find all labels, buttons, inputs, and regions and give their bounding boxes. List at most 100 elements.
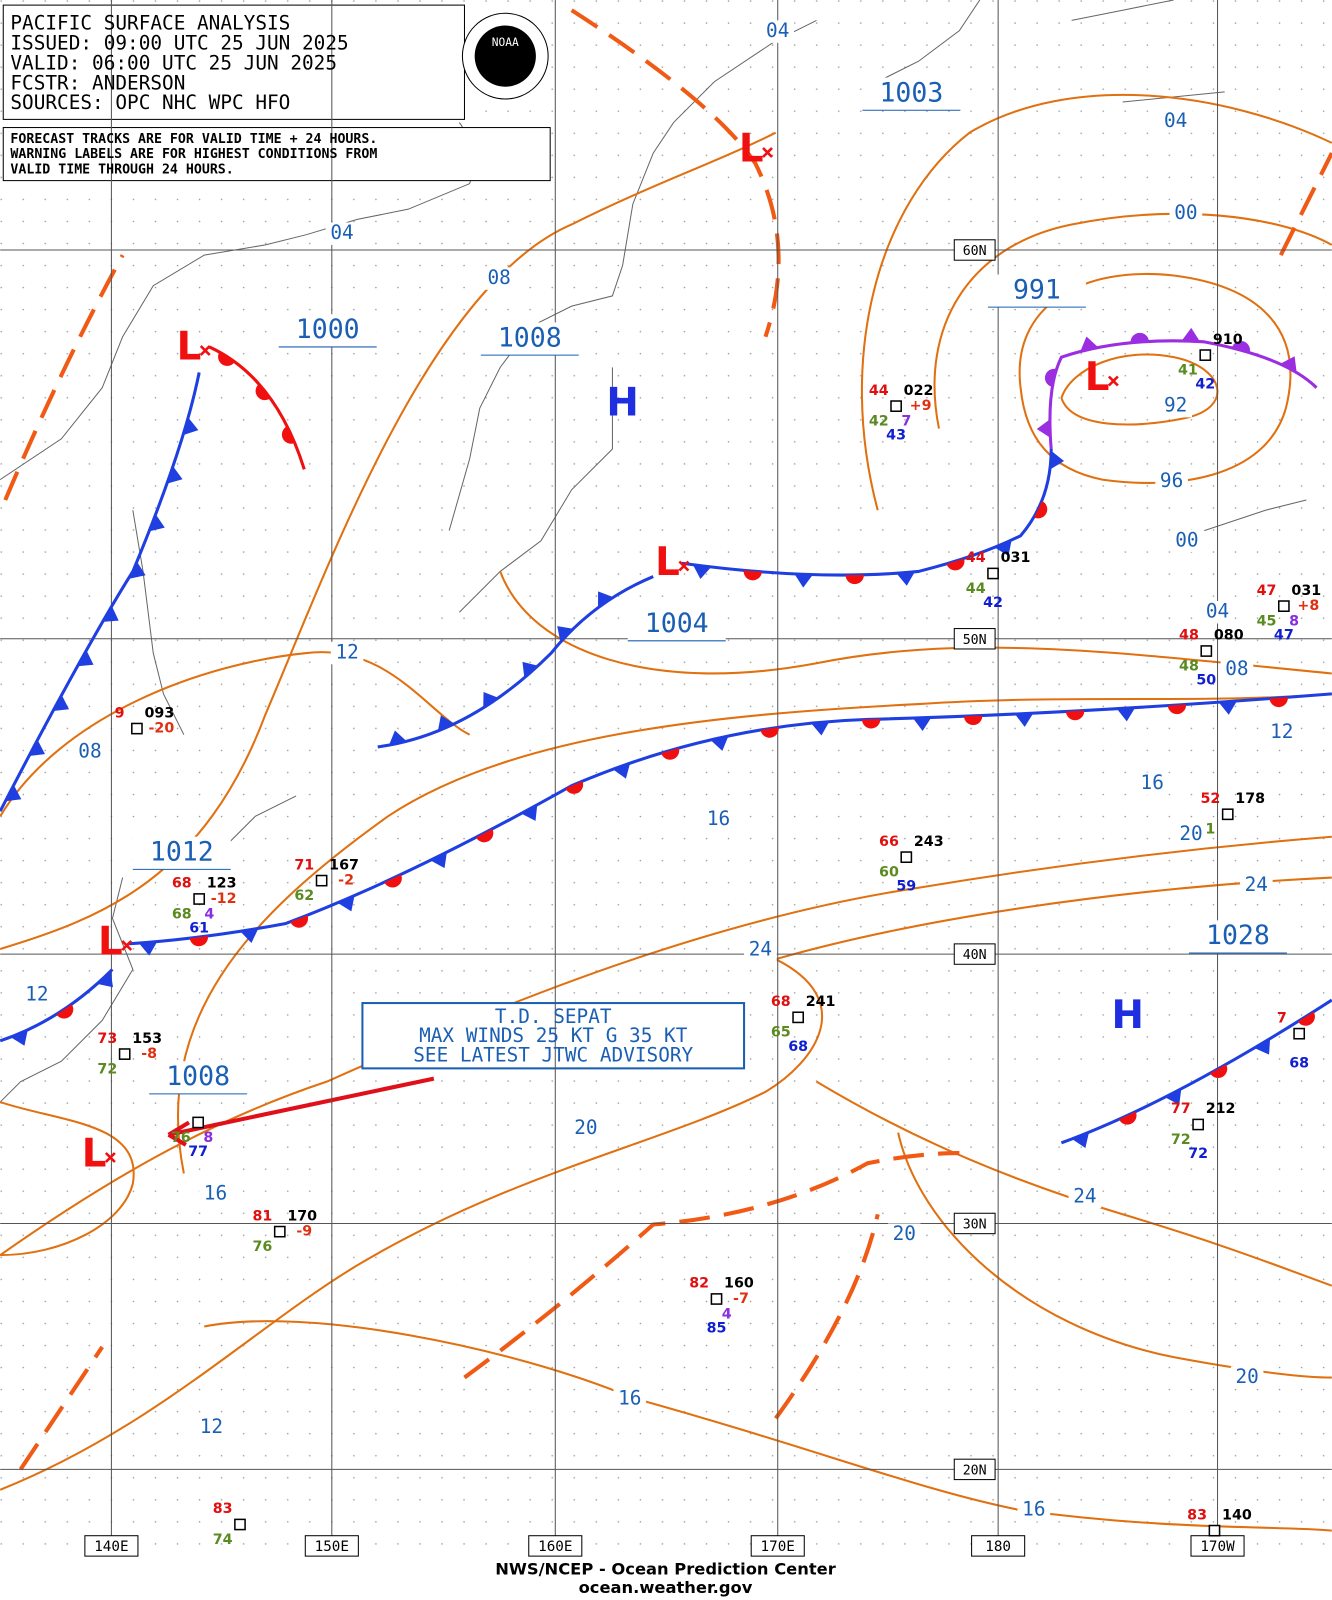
- front-symbol: [189, 935, 208, 947]
- front-symbol: [710, 736, 729, 751]
- isobar-label: 08: [487, 266, 510, 289]
- lon-label: 170W: [1200, 1539, 1235, 1555]
- warm-symbol: [743, 570, 762, 581]
- cold-symbol: [896, 571, 915, 586]
- advisory-line: T.D. SEPAT: [495, 1005, 612, 1028]
- cold-symbol: [138, 941, 158, 956]
- station-marker: [131, 722, 143, 735]
- pressure-box-bg: [278, 314, 377, 347]
- warm-symbol: [845, 574, 864, 585]
- cold-symbol: [1254, 1038, 1271, 1055]
- cold-symbol: [337, 895, 355, 912]
- isobar-label: 12: [1270, 720, 1293, 743]
- warm-symbol: [1167, 704, 1187, 715]
- station-marker: [192, 1116, 205, 1129]
- isobar-label: 00: [1175, 528, 1198, 551]
- lat-label: 50N: [963, 633, 987, 648]
- station-marker: [273, 1225, 286, 1238]
- pressure-box-bg: [149, 1061, 248, 1094]
- cold-symbol: [612, 763, 631, 779]
- warm-symbol: [963, 715, 983, 726]
- pressure-label: 991: [1013, 274, 1061, 305]
- low-x: ×: [120, 932, 134, 958]
- isobar-label: 20: [1179, 822, 1202, 845]
- cold-symbol: [692, 564, 712, 580]
- front-symbol: [692, 564, 712, 580]
- station-marker: [1221, 808, 1234, 821]
- station-sst: 77: [188, 1144, 208, 1160]
- station-temp: 81: [252, 1208, 272, 1224]
- front-symbol: [845, 574, 864, 585]
- advisory-line: MAX WINDS 25 KT G 35 KT: [419, 1024, 688, 1047]
- isobar-label-bg: [195, 1416, 228, 1439]
- station-marker: [234, 1518, 246, 1531]
- front-symbol: [598, 591, 614, 608]
- warm-symbol: [565, 781, 584, 794]
- header-line: PACIFIC SURFACE ANALYSIS: [10, 12, 290, 35]
- front-symbol: [218, 351, 235, 366]
- station-sst: 85: [707, 1321, 727, 1337]
- pressure-label: 1008: [166, 1061, 230, 1092]
- lat-label-bg: [953, 1458, 996, 1481]
- low-x: ×: [1107, 368, 1121, 394]
- station-temp: 82: [689, 1276, 709, 1292]
- isobar-label-bg: [1135, 772, 1169, 795]
- station-vis: 8: [203, 1130, 213, 1146]
- front-symbol: [281, 426, 295, 444]
- front-symbol: [1014, 713, 1034, 727]
- station-temp: 47: [1257, 583, 1277, 599]
- low-center: L: [82, 1132, 107, 1177]
- pressure-label: 1003: [879, 77, 943, 108]
- front-symbol: [1297, 1011, 1315, 1026]
- front-symbol: [861, 719, 881, 729]
- isobar-label-bg: [330, 641, 364, 665]
- cold-symbol: [1280, 356, 1297, 373]
- front-symbol: [483, 691, 499, 709]
- lat-label-bg: [953, 1212, 996, 1235]
- isobar-label-bg: [1155, 470, 1188, 493]
- station-vis: 4: [722, 1306, 732, 1322]
- cold-symbol: [1080, 336, 1099, 352]
- high-center: H: [1112, 993, 1144, 1038]
- isobar-label: 20: [893, 1222, 916, 1245]
- station-pres: 170: [287, 1208, 317, 1224]
- front-symbol: [183, 417, 199, 436]
- front: [0, 968, 114, 1043]
- cold-symbol: [522, 661, 539, 678]
- isobar-label-bg: [569, 1117, 603, 1140]
- isobar-label: 00: [1174, 201, 1197, 224]
- station-temp: 48: [1179, 628, 1199, 644]
- isobar-label-bg: [1230, 1366, 1264, 1389]
- station-temp: 52: [1200, 791, 1220, 807]
- front-symbol: [1080, 336, 1099, 352]
- warm-symbol: [1065, 710, 1085, 721]
- station-temp: 71: [294, 857, 314, 873]
- pressure-label: 1012: [150, 837, 214, 868]
- station-pres: 140: [1222, 1507, 1252, 1523]
- isobar-label: 16: [707, 807, 730, 830]
- lat-label-bg: [953, 943, 996, 965]
- cold-symbol: [5, 784, 22, 802]
- cold-symbol: [1050, 450, 1065, 470]
- isobar-label: 12: [335, 641, 358, 664]
- isobar-label-bg: [1159, 110, 1193, 133]
- station-pres: 910: [1213, 332, 1243, 348]
- station-pres: 123: [207, 876, 237, 892]
- footer-agency: NWS/NCEP - Ocean Prediction Center: [495, 1559, 836, 1578]
- front-symbol: [760, 727, 779, 738]
- front-symbol: [129, 561, 146, 579]
- lat-label: 60N: [963, 244, 987, 259]
- lat-label-bg: [953, 628, 996, 650]
- isobar-label: 16: [1022, 1498, 1045, 1521]
- header-line: ISSUED: 09:00 UTC 25 JUN 2025: [10, 31, 348, 54]
- station-temp: 44: [966, 550, 986, 566]
- front-symbol: [102, 605, 119, 622]
- header-line: VALID: 06:00 UTC 25 JUN 2025: [10, 51, 337, 74]
- lat-label: 30N: [963, 1217, 987, 1232]
- station-dew: 1: [1205, 822, 1215, 838]
- cold-symbol: [1071, 1132, 1090, 1148]
- front-symbol: [794, 573, 813, 588]
- cold-symbol: [437, 715, 455, 732]
- station-sst: 61: [189, 921, 209, 937]
- cold-symbol: [183, 417, 199, 436]
